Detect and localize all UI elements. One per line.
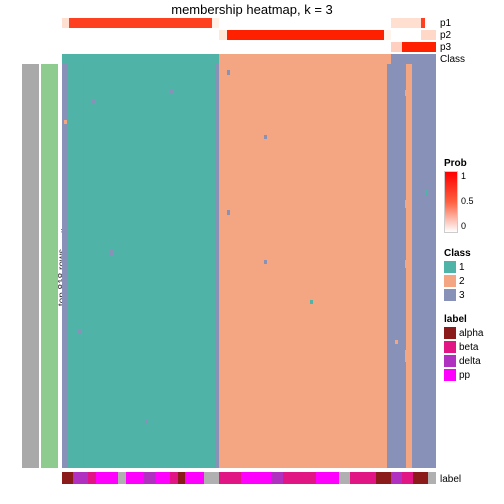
legend-label-title: label xyxy=(444,314,483,325)
top-annotation-strips xyxy=(62,18,436,66)
strip-p2 xyxy=(62,30,436,40)
legend-item: beta xyxy=(444,341,483,355)
prob-tick-high: 1 xyxy=(461,171,474,181)
bottom-strip-label: label xyxy=(440,474,461,485)
strip-label-class: Class xyxy=(440,54,465,65)
legend-item: alpha xyxy=(444,327,483,341)
prob-tick-mid: 0.5 xyxy=(461,196,474,206)
prob-tick-low: 0 xyxy=(461,221,474,231)
main-heatmap xyxy=(62,64,436,468)
strip-label-p2: p2 xyxy=(440,30,451,41)
legend-prob-title: Prob xyxy=(444,158,474,169)
strip-label-p1: p1 xyxy=(440,18,451,29)
chart-title: membership heatmap, k = 3 xyxy=(0,2,504,17)
legend-item: 1 xyxy=(444,261,471,275)
bottom-label-strip xyxy=(62,472,436,484)
prob-gradient xyxy=(444,171,458,233)
legend-class: Class 123 xyxy=(444,248,471,303)
legend-item: pp xyxy=(444,369,483,383)
strip-class xyxy=(62,54,436,64)
strip-label-p3: p3 xyxy=(440,42,451,53)
strip-p1 xyxy=(62,18,436,28)
legend-item: delta xyxy=(444,355,483,369)
inner-row-annotation xyxy=(41,64,58,468)
outer-row-annotation xyxy=(22,64,39,468)
legend-label: label alphabetadeltapp xyxy=(444,314,483,383)
legend-prob: Prob 1 0.5 0 xyxy=(444,158,474,233)
strip-p3 xyxy=(62,42,436,52)
legend-class-title: Class xyxy=(444,248,471,259)
legend-item: 3 xyxy=(444,289,471,303)
legend-item: 2 xyxy=(444,275,471,289)
